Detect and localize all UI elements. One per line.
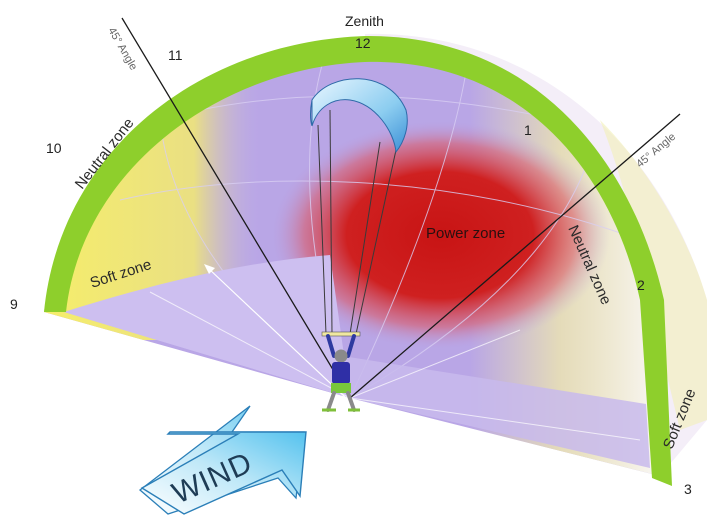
clock-3-label: 3 [684, 481, 692, 497]
clock-10-label: 10 [46, 140, 62, 156]
left-45-angle-line [121, 17, 351, 399]
right-45-angle-line [349, 113, 681, 399]
power-zone-area [270, 120, 610, 350]
direction-line [207, 267, 347, 399]
direction-arrowhead [204, 264, 215, 274]
zenith-label: Zenith [345, 13, 384, 29]
clock-1-label: 1 [524, 122, 532, 138]
kiter-figure [321, 331, 361, 412]
control-bar [321, 331, 361, 337]
clock-11-label: 11 [168, 47, 183, 63]
floor-left [64, 255, 350, 398]
right-angle-label: 45° Angle [634, 131, 678, 171]
clock-12-label: 12 [355, 35, 371, 51]
kite-lines [317, 109, 397, 335]
clock-2-label: 2 [637, 277, 645, 293]
floor-lines [149, 291, 641, 441]
wind-arrow-shape [140, 431, 307, 515]
power-zone-label: Power zone [426, 225, 505, 242]
left-angle-label: 45° Angle [105, 26, 139, 73]
kite-icon [310, 78, 408, 154]
clock-9-label: 9 [10, 296, 18, 312]
